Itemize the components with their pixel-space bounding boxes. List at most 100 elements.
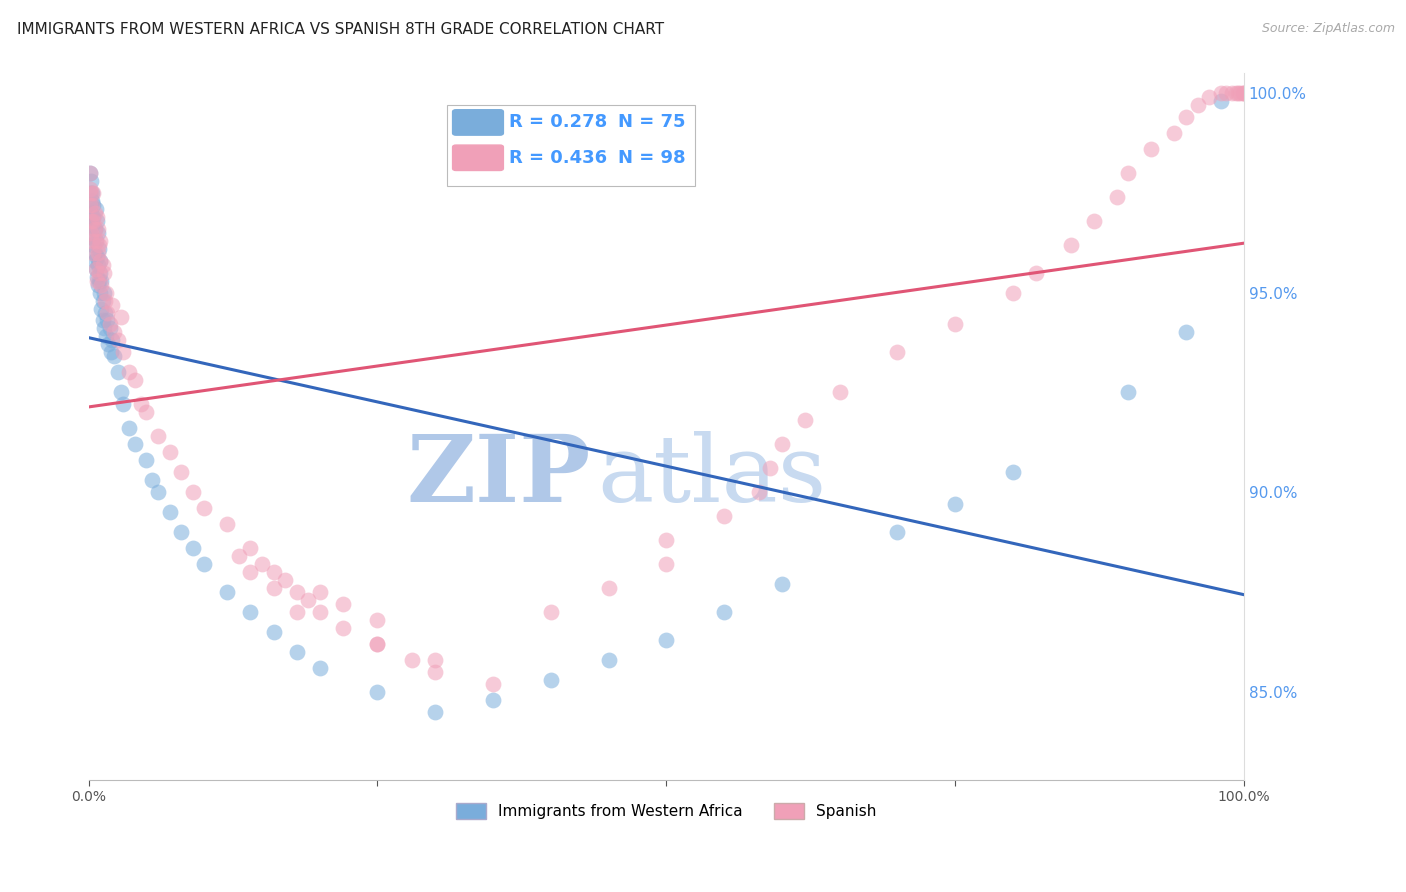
Point xyxy=(1001,465,1024,479)
Point xyxy=(308,661,330,675)
Point xyxy=(79,166,101,180)
Point xyxy=(228,549,250,563)
Point xyxy=(332,621,354,635)
Point xyxy=(285,645,308,659)
Point xyxy=(86,274,108,288)
Point xyxy=(79,182,101,196)
Point xyxy=(82,213,104,227)
Point xyxy=(366,637,388,651)
Point xyxy=(1187,98,1209,112)
Point xyxy=(598,653,620,667)
Point xyxy=(748,485,770,500)
Point xyxy=(1209,94,1232,108)
Point xyxy=(84,202,107,216)
Point xyxy=(308,605,330,619)
Point xyxy=(84,234,107,248)
Point xyxy=(308,585,330,599)
Point xyxy=(655,632,678,647)
Point xyxy=(141,473,163,487)
Point xyxy=(285,585,308,599)
Point xyxy=(129,397,152,411)
Point xyxy=(86,250,108,264)
Point xyxy=(1233,86,1256,100)
Point xyxy=(87,245,110,260)
Point xyxy=(103,350,125,364)
Point xyxy=(1220,86,1243,100)
Point xyxy=(80,226,103,240)
Point xyxy=(110,385,132,400)
Point xyxy=(79,198,101,212)
Point xyxy=(89,242,111,256)
Point xyxy=(886,345,908,359)
Point xyxy=(82,186,104,200)
Point xyxy=(239,605,262,619)
Point xyxy=(91,258,114,272)
Point xyxy=(713,605,735,619)
Point xyxy=(87,221,110,235)
Point xyxy=(886,525,908,540)
Point xyxy=(83,245,105,260)
Point xyxy=(91,293,114,308)
Point xyxy=(94,285,117,300)
Point xyxy=(101,334,124,348)
Text: IMMIGRANTS FROM WESTERN AFRICA VS SPANISH 8TH GRADE CORRELATION CHART: IMMIGRANTS FROM WESTERN AFRICA VS SPANIS… xyxy=(17,22,664,37)
Point xyxy=(100,345,122,359)
Point xyxy=(80,186,103,200)
Point xyxy=(86,213,108,227)
Point xyxy=(366,613,388,627)
Point xyxy=(1116,385,1139,400)
Point xyxy=(80,174,103,188)
Point xyxy=(828,385,851,400)
Point xyxy=(94,329,117,343)
Point xyxy=(98,318,121,332)
Point xyxy=(263,565,285,579)
FancyBboxPatch shape xyxy=(447,104,695,186)
Point xyxy=(655,533,678,547)
FancyBboxPatch shape xyxy=(453,145,503,170)
Point xyxy=(82,237,104,252)
Point xyxy=(263,581,285,595)
Point xyxy=(1225,86,1247,100)
Point xyxy=(285,605,308,619)
Point xyxy=(217,517,239,532)
Point xyxy=(96,305,118,319)
Point xyxy=(193,501,215,516)
Point xyxy=(217,585,239,599)
Text: R = 0.278: R = 0.278 xyxy=(509,113,607,131)
Point xyxy=(1116,166,1139,180)
Point xyxy=(79,186,101,200)
Point xyxy=(1059,237,1081,252)
Point xyxy=(598,581,620,595)
Point xyxy=(425,665,447,679)
Point xyxy=(263,624,285,639)
Point xyxy=(110,310,132,324)
Point xyxy=(170,525,193,540)
Point xyxy=(87,226,110,240)
Point xyxy=(540,605,562,619)
Point xyxy=(181,541,204,555)
Point xyxy=(770,437,793,451)
Point xyxy=(93,285,115,300)
Point xyxy=(181,485,204,500)
Point xyxy=(112,345,135,359)
Point xyxy=(401,653,423,667)
Point xyxy=(170,465,193,479)
Point xyxy=(146,485,169,500)
Point xyxy=(159,445,181,459)
Text: R = 0.436: R = 0.436 xyxy=(509,149,607,167)
Point xyxy=(90,301,112,316)
Point xyxy=(89,237,111,252)
Point xyxy=(84,261,107,276)
Point xyxy=(1215,86,1237,100)
Point xyxy=(1229,86,1251,100)
Point xyxy=(135,453,157,467)
Point xyxy=(89,253,111,268)
Point xyxy=(770,577,793,591)
Point xyxy=(1227,86,1250,100)
Point xyxy=(89,253,111,268)
Point xyxy=(713,509,735,524)
Point xyxy=(107,365,129,379)
Point xyxy=(82,245,104,260)
Point xyxy=(193,557,215,571)
Point xyxy=(1105,190,1128,204)
